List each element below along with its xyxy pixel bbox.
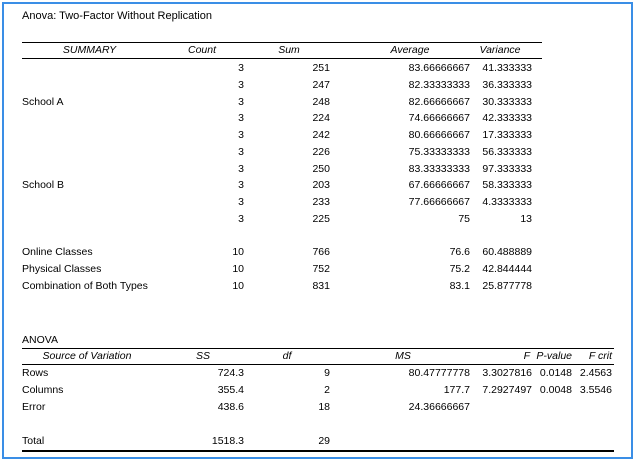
anova-header-source: Source of Variation <box>42 350 132 362</box>
summary-cell-average: 75.33333333 <box>408 145 470 158</box>
anova-cell-source: Columns <box>22 384 64 396</box>
summary-cell-variance: 17.333333 <box>482 129 532 141</box>
summary-cell-label: Online Classes <box>22 246 93 259</box>
summary-header-average: Average <box>390 44 430 56</box>
summary-cell-label: School B <box>22 179 65 192</box>
summary-header-variance: Variance <box>479 44 521 56</box>
summary-cell-count: 3 <box>238 145 244 158</box>
anova-cell-df: 29 <box>318 435 330 447</box>
anova-header-df: df <box>282 350 292 362</box>
anova-header-ss: SS <box>195 350 210 362</box>
summary-cell-variance: 4.3333333 <box>482 196 532 208</box>
summary-cell-count: 3 <box>238 212 244 225</box>
anova-cell-ss: 438.6 <box>217 401 244 413</box>
summary-cell-sum: 247 <box>312 78 330 91</box>
summary-cell-sum: 831 <box>312 279 330 292</box>
summary-cell-sum: 766 <box>312 246 330 259</box>
summary-header-count: Count <box>187 44 217 56</box>
anova-cell-source: Error <box>22 401 46 413</box>
summary-cell-sum: 226 <box>312 145 330 158</box>
summary-cell-variance: 25.877778 <box>482 279 532 292</box>
summary-cell-sum: 242 <box>312 129 330 141</box>
summary-cell-count: 3 <box>238 196 244 208</box>
summary-cell-variance: 41.333333 <box>482 62 532 74</box>
anova-cell-df: 18 <box>318 401 330 413</box>
anova-cell-f: 3.3027816 <box>482 367 532 379</box>
summary-cell-average: 83.66666667 <box>408 62 470 74</box>
anova-cell-source: Total <box>22 435 45 447</box>
summary-cell-average: 74.66666667 <box>408 112 470 125</box>
anova-cell-f: 7.2927497 <box>482 384 532 396</box>
anova-cell-df: 2 <box>324 384 330 396</box>
summary-cell-label: Physical Classes <box>22 263 102 275</box>
anova-cell-pvalue: 0.0048 <box>539 384 572 396</box>
summary-cell-average: 75 <box>458 212 470 225</box>
anova-header-fcrit: F crit <box>588 350 612 362</box>
anova-cell-fcrit: 3.5546 <box>579 384 612 396</box>
summary-cell-sum: 752 <box>312 263 330 275</box>
page-title: Anova: Two-Factor Without Replication <box>22 10 212 22</box>
anova-cell-ss: 724.3 <box>217 367 244 379</box>
summary-cell-sum: 224 <box>312 112 330 125</box>
summary-cell-count: 3 <box>238 112 244 125</box>
summary-cell-variance: 30.333333 <box>482 95 532 108</box>
summary-cell-count: 3 <box>238 179 244 192</box>
worksheet-frame <box>2 2 633 459</box>
summary-cell-variance: 13 <box>520 212 532 225</box>
summary-cell-label: Combination of Both Types <box>22 279 148 292</box>
summary-cell-variance: 58.333333 <box>482 179 532 192</box>
summary-cell-variance: 36.333333 <box>482 78 532 91</box>
summary-cell-average: 76.6 <box>449 246 470 259</box>
summary-cell-variance: 60.488889 <box>482 246 532 259</box>
summary-cell-count: 3 <box>238 78 244 91</box>
summary-cell-average: 83.33333333 <box>408 162 470 175</box>
anova-cell-fcrit: 2.4563 <box>579 367 612 379</box>
summary-cell-sum: 251 <box>312 62 330 74</box>
summary-cell-average: 83.1 <box>449 279 470 292</box>
summary-cell-sum: 203 <box>312 179 330 192</box>
summary-cell-count: 10 <box>232 246 244 259</box>
summary-cell-average: 77.66666667 <box>408 196 470 208</box>
summary-cell-sum: 248 <box>312 95 330 108</box>
anova-bottom-rule <box>22 450 614 452</box>
anova-cell-source: Rows <box>22 367 49 379</box>
anova-cell-ms: 177.7 <box>443 384 470 396</box>
anova-header-ms: MS <box>395 350 411 362</box>
anova-header-f: F <box>523 350 530 362</box>
summary-cell-average: 67.66666667 <box>408 179 470 192</box>
summary-cell-sum: 250 <box>312 162 330 175</box>
summary-header-sum: Sum <box>278 44 300 56</box>
anova-cell-ss: 355.4 <box>217 384 244 396</box>
anova-cell-ms: 24.36666667 <box>408 401 470 413</box>
summary-cell-count: 3 <box>238 162 244 175</box>
summary-cell-variance: 42.844444 <box>482 263 532 275</box>
summary-cell-count: 3 <box>238 129 244 141</box>
anova-cell-df: 9 <box>324 367 330 379</box>
summary-cell-average: 82.66666667 <box>408 95 470 108</box>
summary-cell-count: 10 <box>232 279 244 292</box>
summary-cell-average: 80.66666667 <box>408 129 470 141</box>
summary-header-label: SUMMARY <box>62 44 117 56</box>
summary-header-rule <box>22 58 542 59</box>
anova-title: ANOVA <box>22 334 58 346</box>
summary-cell-average: 82.33333333 <box>408 78 470 91</box>
anova-top-rule <box>22 348 614 349</box>
anova-cell-pvalue: 0.0148 <box>539 367 572 379</box>
summary-cell-count: 3 <box>238 95 244 108</box>
summary-cell-count: 3 <box>238 62 244 74</box>
summary-cell-average: 75.2 <box>449 263 470 275</box>
summary-cell-count: 10 <box>232 263 244 275</box>
summary-cell-variance: 56.333333 <box>482 145 532 158</box>
anova-cell-ss: 1518.3 <box>211 435 244 447</box>
anova-header-pvalue: P-value <box>536 350 572 362</box>
summary-top-rule <box>22 42 542 43</box>
summary-cell-variance: 42.333333 <box>482 112 532 125</box>
anova-header-rule <box>22 364 614 365</box>
summary-cell-label: School A <box>22 95 64 108</box>
summary-cell-sum: 233 <box>312 196 330 208</box>
anova-cell-ms: 80.47777778 <box>408 367 470 379</box>
summary-cell-sum: 225 <box>312 212 330 225</box>
summary-cell-variance: 97.333333 <box>482 162 532 175</box>
